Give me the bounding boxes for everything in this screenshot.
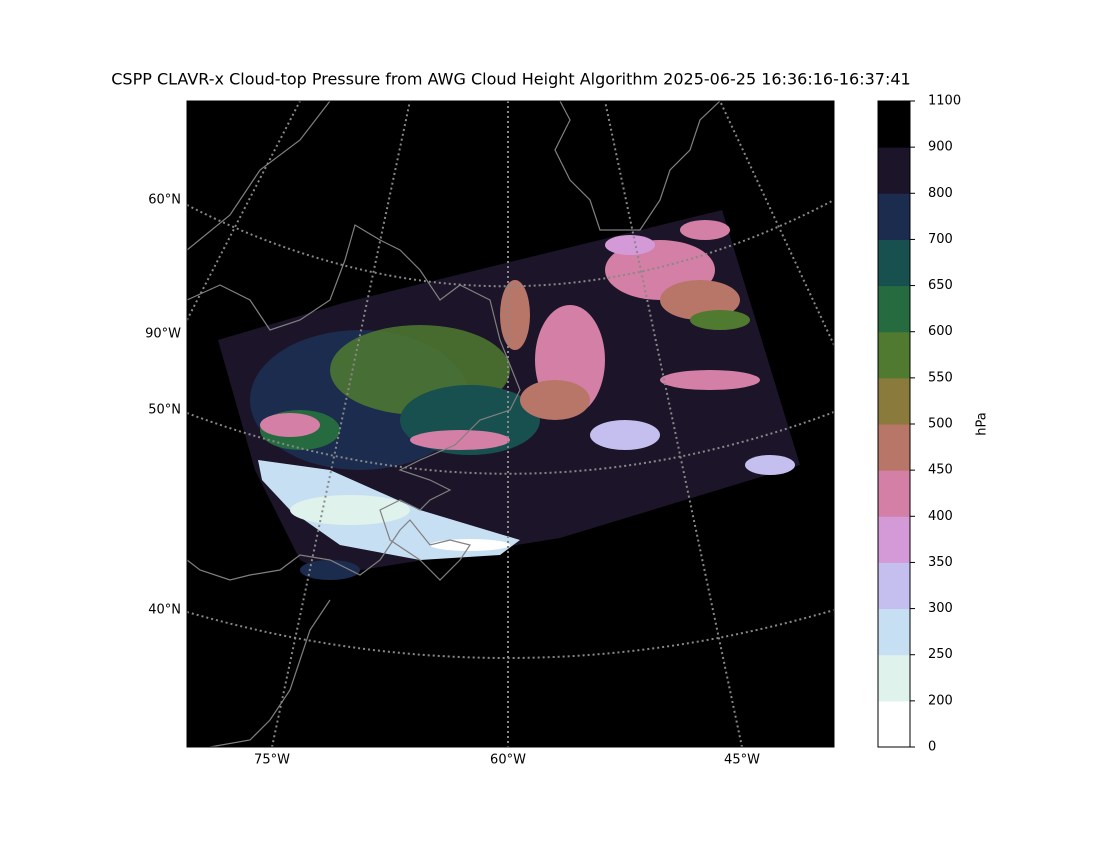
lat-label: 60°N [148,193,181,208]
lon-label: 45°W [724,753,760,768]
colorbar-tick-label: 400 [928,509,953,524]
colorbar-segment [878,331,910,379]
colorbar-tick-label: 250 [928,647,953,662]
colorbar-segment [878,147,910,194]
colorbar-tick-label: 600 [928,324,953,339]
title: CSPP CLAVR-x Cloud-top Pressure from AWG… [111,70,910,89]
colorbar-tick-label: 500 [928,417,953,432]
map [187,101,834,747]
colorbar-tick-label: 800 [928,186,953,201]
colorbar-tick-label: 350 [928,555,953,570]
lat-label: 50°N [148,403,181,418]
colorbar-segment [878,608,910,656]
map-frame [186,100,835,748]
graticule [187,101,834,747]
coastlines [187,101,721,747]
colorbar-tick-label: 900 [928,140,953,155]
colorbar-segment [878,285,910,333]
colorbar-tick-label: 550 [928,370,953,385]
colorbar-segment [878,377,910,425]
colorbar-tick-label: 0 [928,740,936,755]
lon-label: 90°W [145,327,181,342]
colorbar-segment [878,193,910,240]
colorbar-segment [878,101,910,148]
lon-label: 75°W [254,753,290,768]
colorbar-tick-label: 200 [928,693,953,708]
colorbar-tick-label: 700 [928,232,953,247]
colorbar-segment [878,562,910,610]
colorbar-segment [878,654,910,702]
colorbar-segment [878,239,910,287]
colorbar-tick-label: 300 [928,601,953,616]
colorbar-label: hPa [975,412,990,435]
colorbar-segment [878,424,910,471]
lon-label: 60°W [490,753,526,768]
colorbar: 0 200 250 300 350 400 450 500 550 600 650 700 800 900… [877,94,961,755]
colorbar-segment [878,700,910,748]
colorbar-tick-label: 450 [928,463,953,478]
colorbar-segment [878,516,910,563]
colorbar-tick-label: 1100 [928,94,961,109]
colorbar-segment [878,470,910,517]
colorbar-tick-label: 650 [928,278,953,293]
lat-label: 40°N [148,603,181,618]
